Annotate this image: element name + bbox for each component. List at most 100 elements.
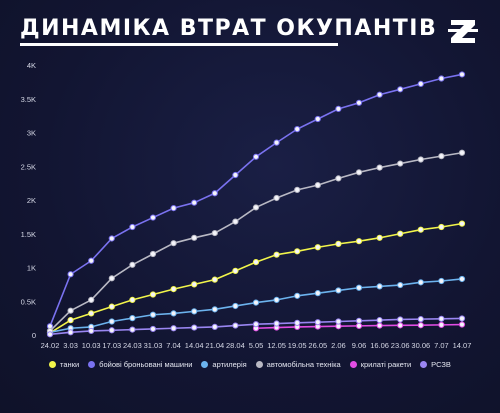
data-point: [314, 290, 321, 297]
data-point: [252, 204, 260, 211]
legend-item: артилерія: [201, 359, 247, 369]
data-point: [67, 307, 74, 314]
data-point: [438, 321, 445, 328]
x-tick-label: 2.06: [331, 341, 346, 350]
data-point: [397, 322, 404, 329]
data-point: [170, 240, 177, 247]
data-point: [335, 318, 342, 325]
data-point: [438, 223, 445, 231]
data-point: [191, 199, 198, 206]
data-point: [170, 325, 177, 332]
data-point: [252, 259, 260, 266]
data-point: [232, 171, 239, 179]
data-point: [417, 279, 424, 286]
x-tick-label: 17.03: [102, 341, 121, 350]
data-point: [376, 283, 383, 290]
data-point: [67, 271, 74, 278]
legend-item: бойові броньовані машини: [88, 360, 192, 369]
y-tick-label: 4K: [27, 61, 36, 70]
x-tick-label: 24.03: [123, 341, 142, 350]
title-underline: [20, 43, 338, 46]
data-point: [417, 156, 424, 163]
data-point: [191, 234, 198, 241]
data-point: [294, 292, 301, 299]
data-point: [355, 99, 363, 106]
data-point: [397, 160, 404, 167]
x-tick-label: 3.03: [63, 341, 78, 350]
data-point: [273, 320, 280, 327]
data-point: [458, 315, 466, 322]
data-point: [232, 218, 239, 225]
data-point: [376, 322, 383, 329]
data-point: [314, 244, 321, 251]
legend-swatch: [201, 360, 209, 368]
data-point: [397, 281, 404, 289]
data-point: [335, 175, 342, 182]
data-point: [417, 80, 424, 88]
data-point: [355, 284, 363, 291]
x-tick-label: 10.03: [82, 341, 101, 350]
data-point: [294, 126, 301, 133]
data-point: [397, 316, 404, 323]
data-point: [458, 275, 466, 283]
data-point: [170, 205, 177, 212]
data-point: [438, 277, 445, 285]
data-point: [397, 86, 404, 93]
data-point: [191, 308, 198, 315]
data-point: [211, 190, 218, 197]
data-point: [88, 327, 95, 335]
data-point: [294, 319, 301, 326]
data-point: [273, 251, 280, 258]
data-point: [273, 139, 280, 146]
y-tick-label: 3.5K: [21, 95, 36, 104]
legend-label: танки: [60, 359, 80, 369]
data-point: [335, 105, 342, 112]
x-tick-label: 24.02: [41, 341, 60, 350]
data-point: [129, 315, 136, 322]
data-point: [417, 322, 424, 329]
data-point: [129, 261, 136, 268]
data-point: [232, 302, 239, 310]
legend-item: крилаті ракети: [349, 360, 411, 369]
legend-swatch: [255, 360, 263, 368]
x-tick-label: 28.04: [226, 341, 245, 350]
data-point: [294, 248, 301, 255]
data-point: [108, 303, 115, 310]
data-point: [458, 71, 466, 78]
y-tick-label: 0: [32, 331, 36, 340]
data-point: [108, 327, 115, 334]
legend-label: артилерія: [212, 359, 247, 369]
data-point: [335, 287, 342, 294]
data-point: [252, 153, 260, 160]
data-point: [211, 323, 218, 330]
data-point: [273, 296, 280, 303]
x-tick-label: 31.03: [144, 341, 163, 350]
x-tick-label: 5.05: [249, 341, 264, 350]
data-point: [335, 240, 342, 247]
data-point: [376, 317, 383, 324]
data-point: [149, 250, 157, 258]
x-tick-label: 19.05: [288, 341, 307, 350]
data-point: [211, 276, 218, 283]
legend-label: автомобільна техніка: [266, 359, 341, 369]
y-tick-label: 0.5K: [21, 297, 36, 306]
chart-legend: танки бойові броньовані машини артилерія ав…: [0, 356, 500, 372]
data-point: [355, 317, 363, 324]
data-point: [252, 299, 260, 306]
x-tick-label: 26.05: [308, 341, 327, 350]
legend-swatch: [49, 360, 57, 368]
data-point: [376, 164, 383, 171]
data-point: [191, 324, 198, 331]
data-point: [211, 229, 218, 237]
data-point: [438, 153, 445, 160]
data-point: [170, 286, 177, 293]
x-tick-label: 21.04: [205, 341, 224, 350]
legend-item: РСЗВ: [420, 360, 451, 369]
data-point: [397, 230, 404, 237]
data-point: [458, 220, 466, 227]
data-point: [108, 318, 115, 325]
data-point: [376, 234, 383, 241]
data-point: [88, 296, 95, 303]
data-point: [88, 310, 95, 317]
